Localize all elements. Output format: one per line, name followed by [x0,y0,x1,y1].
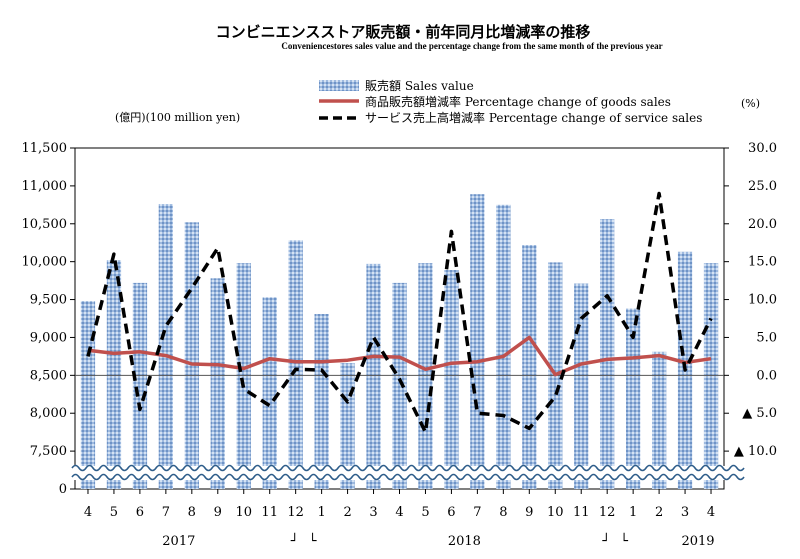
bar [574,283,589,489]
x-tick-label: 2 [343,505,351,520]
year-label: 2018 [448,534,481,549]
bar [158,204,173,489]
x-tick-label: 11 [261,505,278,520]
legend-label-goods: 商品販売額増減率 Percentage change of goods sale… [365,94,671,109]
x-tick-label: 2 [655,505,663,520]
legend-swatch-sales [319,80,359,91]
bar [262,297,277,489]
bar [703,263,719,489]
year-labels: 2017 2018 2019 ┘└ ┘└ [162,532,714,549]
right-axis-unit: (%) [741,97,760,110]
x-tick-label: 1 [629,505,637,520]
service-change-line [86,191,713,434]
x-tick-label: 9 [214,505,222,520]
left-tick-label: 8,000 [30,406,67,421]
x-tick-label: 7 [162,505,170,520]
x-tick-label: 10 [235,505,252,520]
bar [626,308,641,489]
bar [392,282,407,489]
x-tick-label: 11 [573,505,590,520]
left-tick-label: 10,500 [22,217,68,232]
bar [418,263,433,489]
x-tick-label: 4 [707,505,715,520]
x-tick-label: 3 [369,505,377,520]
x-tick-label: 4 [395,505,403,520]
right-tick-label: 5.0 [756,330,777,345]
break-wave-top [71,464,745,472]
bar [444,270,459,489]
bar [522,245,537,489]
right-tick-label: 0.0 [756,368,777,383]
bar [106,260,122,489]
x-tick-label: 1 [317,505,325,520]
bar [288,240,303,489]
x-tick-label: 9 [525,505,533,520]
left-tick-label: 11,500 [22,141,68,156]
x-tick-label: 4 [84,505,92,520]
left-tick-label: 9,000 [30,330,67,345]
year-break-mark: ┘└ [601,532,638,549]
x-tick-label: 12 [599,505,616,520]
year-label: 2017 [162,534,195,549]
bar [496,204,511,490]
right-tick-label: 30.0 [748,141,777,156]
left-axis-ticks: 0 7,500 8,000 8,500 9,000 9,500 10,000 10,500 11… [22,141,75,497]
bar [184,222,199,490]
left-tick-label: 8,500 [30,368,67,383]
bar [132,282,148,489]
x-tick-label: 8 [188,505,196,520]
x-tick-label: 6 [447,505,455,520]
x-tick-label: 10 [547,505,564,520]
legend-label-sales: 販売額 Sales value [365,78,474,93]
break-band [72,466,731,480]
x-tick-label: 6 [136,505,144,520]
right-tick-label: ▲ 10.0 [734,444,777,459]
legend: 販売額 Sales value 商品販売額増減率 Percentage chan… [319,78,702,125]
bar [314,314,329,489]
bar [236,263,251,489]
x-tick-label: 8 [499,505,507,520]
left-tick-label: 9,500 [30,293,67,308]
bar [80,301,96,489]
year-label: 2019 [681,534,714,549]
bar [600,219,615,489]
right-tick-label: 20.0 [748,217,777,232]
bar [366,263,381,489]
right-axis-ticks: ▲ 10.0 ▲ 5.0 0.0 5.0 10.0 15.0 20.0 25.0 30.0 [724,141,777,459]
right-tick-label: 15.0 [748,255,777,270]
right-tick-label: ▲ 5.0 [742,406,777,421]
bar [470,194,485,489]
x-tick-label: 12 [287,505,304,520]
axis-break [71,464,745,481]
bar [652,351,667,489]
x-tick-label: 5 [110,505,118,520]
x-tick-label: 5 [421,505,429,520]
x-tick-label: 7 [473,505,481,520]
right-tick-label: 10.0 [748,293,777,308]
left-tick-label: 11,000 [22,179,68,194]
left-axis-unit: (億円)(100 million yen) [115,111,240,124]
x-tick-label: 3 [681,505,689,520]
left-tick-label: 0 [59,482,67,497]
chart-subtitle: Conveniencestores sales value and the pe… [281,41,662,51]
left-tick-label: 7,500 [30,444,67,459]
year-break-mark: ┘└ [290,532,327,549]
bar [210,278,225,489]
break-wave-bottom [71,473,745,481]
bar-series-sales [80,194,719,490]
right-tick-label: 25.0 [748,179,777,194]
legend-label-service: サービス売上高増減率 Percentage change of service … [365,110,702,125]
chart-title: コンビニエンスストア販売額・前年同月比増減率の推移 [216,23,591,41]
goods-change-line [87,335,712,377]
left-tick-label: 10,000 [22,255,68,270]
line-series [86,191,713,434]
x-axis-ticks: 4 5 6 7 8 9 10 11 12 1 2 3 4 5 6 7 8 9 10 11 12 1 2 3 4 [84,489,715,520]
